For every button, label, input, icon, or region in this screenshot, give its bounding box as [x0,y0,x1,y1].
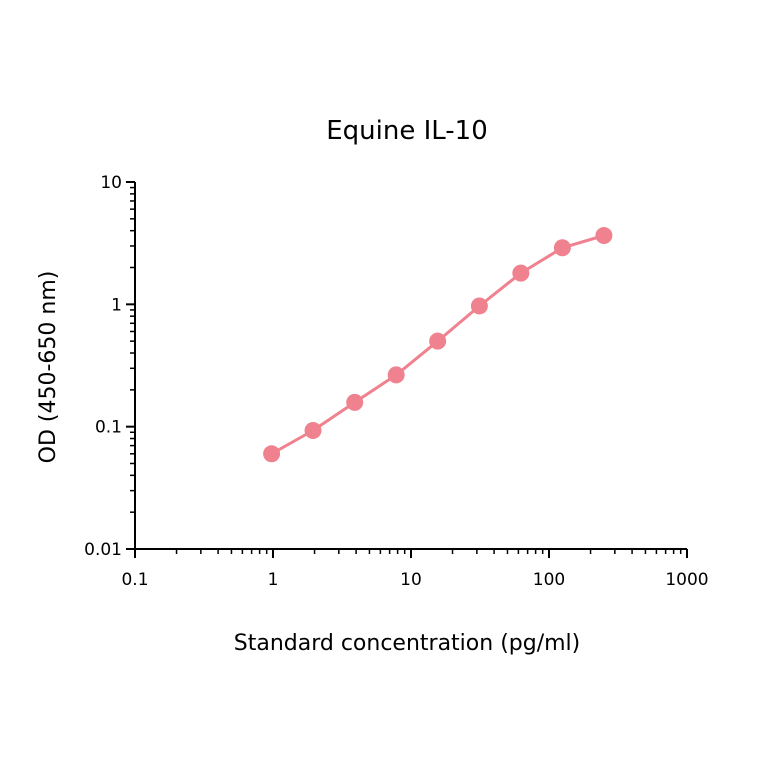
chart-title: Equine IL-10 [326,116,488,146]
y-tick-label: 0.1 [95,418,122,438]
x-tick-label: 0.1 [121,570,148,590]
data-point [595,227,613,245]
y-tick-label: 0.01 [84,540,122,560]
data-point [429,332,447,350]
data-point [470,297,488,315]
x-axis-ticks: 0.1 1 10 100 1000 [121,549,709,590]
y-axis-ticks: 0.01 0.1 1 10 [84,173,135,560]
series-group [263,227,613,463]
data-point [387,366,405,384]
data-point [512,264,530,282]
x-tick-label: 1000 [665,570,708,590]
data-point [304,422,322,440]
x-tick-label: 100 [533,570,565,590]
y-axis-label: OD (450-650 nm) [36,271,61,464]
data-point [346,393,364,411]
data-point [263,445,281,463]
x-tick-label: 1 [268,570,279,590]
y-tick-label: 1 [111,295,122,315]
x-axis-label: Standard concentration (pg/ml) [234,631,581,656]
y-tick-label: 10 [100,173,122,193]
data-point [553,239,571,257]
x-tick-label: 10 [400,570,422,590]
